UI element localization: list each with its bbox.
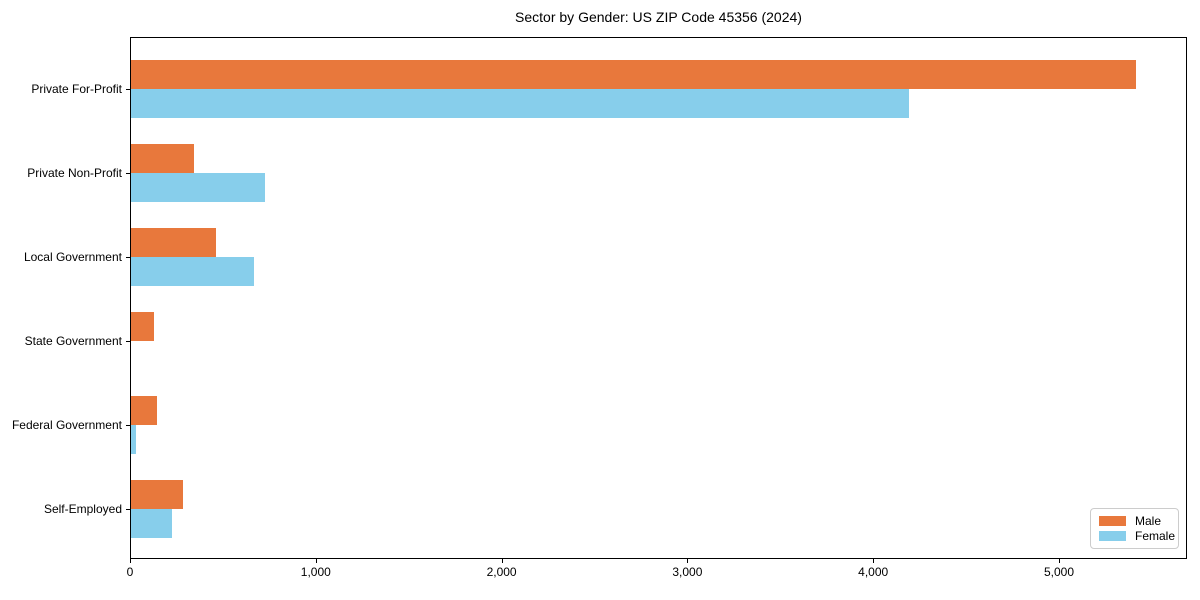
y-tick-mark xyxy=(126,173,130,174)
bar-female-private-for-profit xyxy=(131,89,910,118)
y-tick-mark xyxy=(126,341,130,342)
bar-female-private-non-profit xyxy=(131,173,265,202)
x-tick-label: 1,000 xyxy=(300,565,331,579)
bar-female-self-employed xyxy=(131,509,172,538)
x-tick-mark xyxy=(501,559,503,563)
x-tick-mark xyxy=(687,559,689,563)
legend-item-female: Female xyxy=(1099,529,1175,543)
x-tick-mark xyxy=(1058,559,1060,563)
y-tick-label-private-non-profit: Private Non-Profit xyxy=(27,166,122,180)
x-tick-label: 2,000 xyxy=(486,565,517,579)
bar-male-self-employed xyxy=(131,480,184,509)
x-tick-mark xyxy=(873,559,875,563)
y-tick-mark xyxy=(126,425,130,426)
legend-label-male: Male xyxy=(1135,513,1162,528)
y-tick-label-state-government: State Government xyxy=(24,334,122,348)
legend-swatch-female-icon xyxy=(1099,531,1126,542)
y-tick-label-federal-government: Federal Government xyxy=(11,418,122,432)
plot-area xyxy=(130,37,1187,559)
bar-male-federal-government xyxy=(131,396,157,425)
y-tick-mark xyxy=(126,509,130,510)
legend-item-male: Male xyxy=(1099,514,1170,528)
x-tick-label: 0 xyxy=(126,565,134,579)
y-tick-label-local-government: Local Government xyxy=(23,250,122,264)
y-tick-mark xyxy=(126,257,130,258)
bar-female-local-government xyxy=(131,257,254,286)
x-tick-mark xyxy=(315,559,317,563)
x-tick-label: 3,000 xyxy=(672,565,703,579)
bar-male-private-for-profit xyxy=(131,60,1137,89)
x-tick-label: 4,000 xyxy=(858,565,889,579)
bar-male-state-government xyxy=(131,312,155,341)
y-tick-label-self-employed: Self-Employed xyxy=(43,502,122,516)
y-tick-label-private-for-profit: Private For-Profit xyxy=(31,82,122,96)
bar-male-local-government xyxy=(131,228,217,257)
legend-swatch-male-icon xyxy=(1099,515,1126,526)
x-tick-mark xyxy=(130,559,131,563)
bar-female-federal-government xyxy=(131,425,136,454)
bar-male-private-non-profit xyxy=(131,144,195,173)
y-tick-mark xyxy=(126,89,130,90)
x-tick-label: 5,000 xyxy=(1043,565,1074,579)
legend-label-female: Female xyxy=(1135,529,1176,544)
legend: Male Female xyxy=(1090,508,1179,549)
chart-title: Sector by Gender: US ZIP Code 45356 (202… xyxy=(515,9,802,25)
